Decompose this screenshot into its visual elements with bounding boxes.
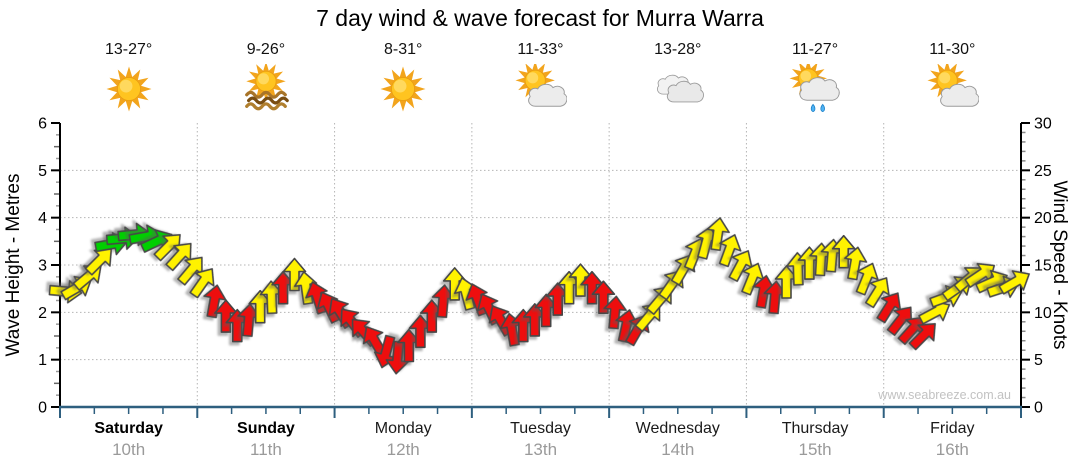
day-date: 15th xyxy=(798,440,832,459)
partly-cloudy-icon xyxy=(927,60,980,107)
day-summary: 13-28° xyxy=(609,40,746,114)
day-name: Thursday xyxy=(781,420,849,437)
weather-icon-slot xyxy=(239,61,293,114)
day-date: 12th xyxy=(386,440,420,459)
day-summary: 8-31° xyxy=(335,40,472,114)
left-axis-tick-label: 6 xyxy=(38,116,47,133)
weather-icon-slot xyxy=(788,59,842,114)
wind-arrow xyxy=(203,284,227,319)
temperature-range: 8-31° xyxy=(383,41,423,58)
watermark: www.seabreeze.com.au xyxy=(877,388,1011,402)
day-name: Monday xyxy=(374,420,432,437)
wind-arrow xyxy=(855,262,879,296)
wind-arrow xyxy=(718,234,742,268)
sunny-waves-icon xyxy=(245,61,289,111)
right-axis-tick-label: 20 xyxy=(1034,210,1052,227)
wind-arrow xyxy=(591,280,616,315)
day-axis-label: Sunday 11th xyxy=(197,418,334,460)
day-date: 11th xyxy=(250,440,282,459)
weather-icon-slot xyxy=(513,60,568,114)
day-name: Friday xyxy=(930,420,975,437)
left-axis-tick-label: 4 xyxy=(38,210,47,227)
left-axis-tick-label: 5 xyxy=(38,163,47,180)
temperature-range: 9-26° xyxy=(246,41,286,58)
day-name: Sunday xyxy=(237,420,295,437)
right-axis-tick-label: 10 xyxy=(1034,305,1052,322)
wind-arrow xyxy=(908,322,936,351)
day-summary: 11-33° xyxy=(472,40,609,114)
wind-arrow xyxy=(603,295,627,330)
right-axis-tick-label: 25 xyxy=(1034,163,1052,180)
day-date: 16th xyxy=(935,440,969,459)
temperature-range: 13-28° xyxy=(654,41,702,58)
day-summary: 11-30° xyxy=(884,40,1021,114)
weather-icon-slot xyxy=(925,60,980,114)
cloudy-icon xyxy=(656,74,704,103)
weather-icon-slot xyxy=(102,64,156,114)
daily-summary-row: 13-27° 9-26° 8-31° 11-33° 13-28° 11-27° … xyxy=(60,40,1021,114)
day-date: 14th xyxy=(661,440,695,459)
left-axis-tick-label: 3 xyxy=(38,258,47,275)
day-axis-label: Tuesday 13th xyxy=(472,418,609,460)
wind-arrow xyxy=(843,246,868,281)
wind-arrow xyxy=(189,268,215,299)
day-name: Tuesday xyxy=(510,420,571,437)
temperature-range: 13-27° xyxy=(104,41,153,58)
weather-icon-slot xyxy=(651,64,705,114)
right-axis-tick-label: 30 xyxy=(1034,116,1052,133)
day-summary: 13-27° xyxy=(60,40,197,114)
wind-arrow xyxy=(864,277,890,309)
day-axis-label: Monday 12th xyxy=(335,418,472,460)
sunny-icon xyxy=(380,66,426,112)
day-axis-label: Thursday 15th xyxy=(746,418,883,460)
temperature-range: 11-27° xyxy=(791,41,839,58)
day-name: Saturday xyxy=(94,420,163,437)
partly-cloudy-icon xyxy=(515,60,568,107)
wind-arrow xyxy=(998,270,1030,295)
temperature-range: 11-30° xyxy=(929,41,976,58)
day-summary: 11-27° xyxy=(746,40,883,114)
left-axis-tick-label: 0 xyxy=(38,400,47,417)
page-title: 7 day wind & wave forecast for Murra War… xyxy=(316,5,764,31)
wind-arrow xyxy=(706,217,730,252)
left-axis-tick-label: 2 xyxy=(38,305,47,322)
showers-icon xyxy=(789,59,840,113)
day-summary: 9-26° xyxy=(197,40,334,114)
temperature-range: 11-33° xyxy=(517,41,564,58)
day-axis-label: Saturday 10th xyxy=(60,418,197,460)
day-date: 10th xyxy=(112,440,146,459)
day-axis-labels: Saturday 10th Sunday 11th Monday 12th Tu… xyxy=(60,418,1021,460)
day-name: Wednesday xyxy=(635,420,720,437)
right-axis-tick-label: 0 xyxy=(1034,400,1043,417)
right-axis-tick-label: 5 xyxy=(1034,352,1043,369)
wind-arrow xyxy=(84,248,113,276)
day-axis-label: Friday 16th xyxy=(884,418,1021,460)
wind-arrow xyxy=(831,234,856,269)
day-date: 13th xyxy=(523,440,558,459)
day-axis-label: Wednesday 14th xyxy=(609,418,746,460)
weather-icon-slot xyxy=(376,64,430,114)
sunny-icon xyxy=(106,66,152,112)
left-axis-tick-label: 1 xyxy=(38,352,47,369)
right-axis-tick-label: 15 xyxy=(1034,258,1052,275)
